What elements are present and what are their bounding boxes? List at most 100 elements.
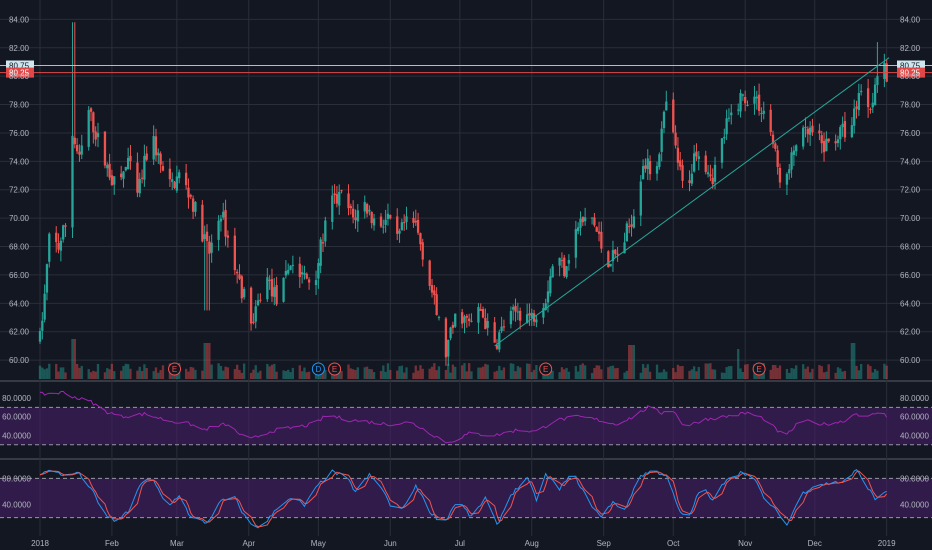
volume-bar <box>108 369 111 379</box>
candle-body <box>291 264 294 266</box>
y-tick-right: 76.00 <box>900 129 921 138</box>
candle-body <box>335 194 339 204</box>
candle-body <box>43 293 46 320</box>
volume-bar <box>662 369 666 379</box>
candle-body <box>444 318 448 358</box>
candle-body <box>873 84 877 106</box>
candle-body <box>168 168 172 180</box>
volume-bar <box>129 368 132 379</box>
volume-bar <box>382 365 385 379</box>
candle-body <box>268 279 271 281</box>
candle-body <box>855 106 858 109</box>
candle-body <box>414 220 417 223</box>
candle-body <box>108 163 111 178</box>
candle-body <box>688 180 691 183</box>
candle-body <box>623 242 626 254</box>
candle-body <box>825 138 828 152</box>
candle-body <box>41 320 44 331</box>
volume-bar <box>565 367 568 379</box>
volume-bar <box>597 365 601 379</box>
volume-bar <box>400 365 404 379</box>
candle-body <box>157 152 160 156</box>
volume-bar <box>725 367 728 379</box>
candle-body <box>210 242 213 253</box>
volume-bar <box>674 372 677 379</box>
candle-body <box>122 171 125 179</box>
volume-bar <box>340 371 343 379</box>
volume-bar <box>120 370 123 379</box>
y-tick-right: 78.00 <box>900 101 921 110</box>
candle-body <box>679 160 682 167</box>
volume-bar <box>324 370 327 379</box>
volume-bar <box>437 366 441 379</box>
candle-body <box>790 152 793 170</box>
candle-body <box>590 217 594 219</box>
candle-body <box>368 209 371 212</box>
candle-body <box>583 217 587 222</box>
volume-bar <box>850 343 854 379</box>
volume-bar <box>532 369 536 379</box>
volume-bar <box>727 366 731 379</box>
volume-bar <box>291 367 294 379</box>
volume-bar <box>577 371 580 379</box>
volume-bar <box>461 365 464 379</box>
volume-bar <box>266 363 269 379</box>
candle-body <box>143 155 146 180</box>
candle-body <box>609 263 612 267</box>
volume-bar <box>298 365 301 379</box>
earnings-event-marker <box>539 362 553 376</box>
volume-bar <box>551 370 554 379</box>
candle-body <box>226 235 230 238</box>
candle-body <box>340 190 343 192</box>
volume-bar <box>806 366 809 379</box>
volume-bar <box>300 371 304 379</box>
volume-bar <box>876 370 879 379</box>
candle-body <box>632 216 635 228</box>
candle-body <box>628 226 631 228</box>
candle-body <box>839 127 842 140</box>
candle-body <box>94 131 97 140</box>
candle-body <box>421 242 424 260</box>
volume-bar <box>75 363 79 379</box>
x-tick-label: Dec <box>808 539 822 548</box>
candle-body <box>883 62 886 80</box>
volume-bar <box>644 367 647 379</box>
level-price-tag <box>6 67 34 78</box>
volume-bar <box>222 370 225 379</box>
candle-body <box>463 316 466 323</box>
candle-body <box>674 132 677 146</box>
candle-body <box>676 147 680 163</box>
volume-bar <box>709 363 712 379</box>
volume-bar <box>87 369 90 379</box>
volume-bar <box>857 370 860 379</box>
volume-bar <box>581 363 584 379</box>
volume-bar <box>363 367 366 379</box>
candle-body <box>486 320 489 328</box>
candle-body <box>106 164 109 169</box>
stoch-k-line <box>39 469 887 529</box>
candle-body <box>577 227 580 232</box>
candle-body <box>384 219 387 225</box>
candle-body <box>449 327 452 339</box>
y-tick-left: 78.00 <box>9 101 30 110</box>
volume-bar <box>416 370 420 379</box>
volume-bar <box>525 363 529 379</box>
volume-bars <box>38 339 888 379</box>
volume-bar <box>514 371 517 379</box>
candle-body <box>184 172 188 186</box>
volume-bar <box>124 363 127 379</box>
candle-body <box>256 300 260 306</box>
volume-bar <box>41 367 44 379</box>
volume-bar <box>430 366 434 379</box>
volume-bar <box>776 367 779 379</box>
candle-body <box>300 272 304 275</box>
stoch-tick-left: 40.0000 <box>2 501 31 510</box>
candle-body <box>129 155 132 162</box>
volume-bar <box>191 367 195 379</box>
volume-bar <box>282 370 285 379</box>
volume-bar <box>558 372 561 379</box>
candle-body <box>419 233 422 245</box>
volume-bar <box>820 366 823 379</box>
candle-body <box>319 239 322 266</box>
candle-body <box>120 173 123 178</box>
